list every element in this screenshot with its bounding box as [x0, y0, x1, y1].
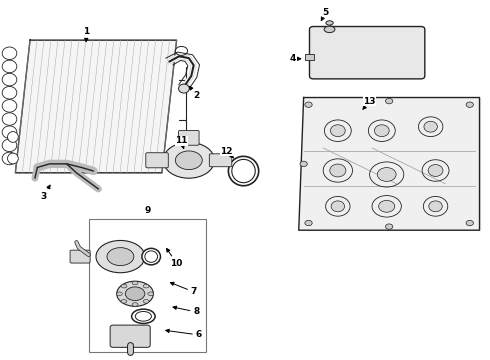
Ellipse shape [163, 142, 215, 178]
Ellipse shape [377, 167, 396, 181]
Ellipse shape [424, 121, 438, 132]
Text: 8: 8 [173, 306, 199, 316]
Ellipse shape [175, 151, 202, 170]
FancyBboxPatch shape [178, 131, 199, 145]
Text: 2: 2 [190, 86, 199, 100]
Ellipse shape [132, 303, 138, 306]
Text: 1: 1 [83, 27, 89, 42]
Ellipse shape [232, 159, 255, 183]
Ellipse shape [145, 251, 158, 262]
Ellipse shape [121, 300, 127, 303]
Ellipse shape [386, 98, 393, 104]
FancyBboxPatch shape [146, 153, 168, 168]
Bar [305, 54, 315, 60]
Text: 4: 4 [290, 54, 301, 63]
Ellipse shape [7, 153, 18, 164]
Text: 13: 13 [363, 96, 376, 109]
Bar [89, 220, 206, 352]
Ellipse shape [331, 201, 344, 212]
Text: 12: 12 [220, 147, 234, 158]
Ellipse shape [326, 21, 333, 25]
Text: 7: 7 [171, 282, 197, 296]
Text: 6: 6 [166, 329, 202, 339]
Polygon shape [299, 98, 480, 230]
Ellipse shape [143, 300, 149, 303]
Ellipse shape [305, 220, 312, 226]
Ellipse shape [429, 201, 442, 212]
Ellipse shape [178, 84, 189, 93]
Ellipse shape [117, 292, 122, 296]
Ellipse shape [330, 164, 346, 177]
Ellipse shape [330, 125, 345, 136]
Ellipse shape [466, 102, 473, 107]
Ellipse shape [300, 161, 307, 167]
Ellipse shape [379, 201, 395, 212]
Ellipse shape [466, 220, 473, 226]
Ellipse shape [386, 224, 393, 229]
Ellipse shape [148, 292, 154, 296]
Text: 5: 5 [321, 8, 329, 21]
Text: 9: 9 [144, 206, 150, 215]
FancyBboxPatch shape [110, 325, 150, 347]
FancyBboxPatch shape [70, 250, 90, 263]
Ellipse shape [135, 311, 151, 321]
Text: 10: 10 [167, 248, 183, 268]
Ellipse shape [96, 240, 145, 273]
Polygon shape [15, 40, 176, 173]
Ellipse shape [121, 284, 127, 288]
Text: 3: 3 [41, 185, 50, 201]
FancyBboxPatch shape [209, 154, 232, 167]
FancyBboxPatch shape [310, 27, 425, 79]
Ellipse shape [142, 248, 160, 265]
Text: 11: 11 [175, 136, 188, 149]
Ellipse shape [428, 165, 443, 176]
Ellipse shape [374, 125, 389, 136]
Ellipse shape [143, 284, 149, 288]
Ellipse shape [117, 281, 153, 306]
Ellipse shape [175, 46, 188, 55]
Ellipse shape [107, 248, 134, 266]
Ellipse shape [132, 281, 138, 285]
Ellipse shape [228, 156, 259, 186]
Ellipse shape [7, 132, 18, 142]
Ellipse shape [132, 309, 155, 324]
Ellipse shape [125, 287, 145, 301]
Ellipse shape [305, 102, 312, 107]
Ellipse shape [324, 26, 335, 33]
